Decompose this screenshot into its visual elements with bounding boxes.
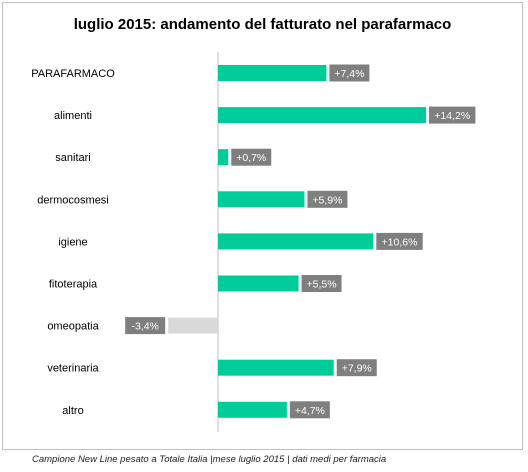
data-label-box-dermocosmesi (307, 190, 348, 208)
data-label-omeopatia: -3,4% (131, 321, 158, 333)
chart-title: luglio 2015: andamento del fatturato nel… (73, 16, 452, 33)
data-label-box-igiene (376, 232, 423, 250)
data-label-box-omeopatia (125, 317, 166, 335)
data-label-dermocosmesi: +5,9% (312, 194, 342, 206)
category-label-altro: altro (62, 405, 83, 417)
bar-parafarmaco (218, 65, 327, 81)
category-label-alimenti: alimenti (54, 110, 92, 122)
category-label-dermocosmesi: dermocosmesi (37, 194, 109, 206)
bar-veterinaria (218, 359, 334, 376)
category-label-veterinaria: veterinaria (47, 363, 99, 375)
data-label-box-veterinaria (336, 359, 377, 377)
data-label-veterinaria: +7,9% (342, 363, 372, 375)
bar-alimenti (218, 107, 427, 124)
bar-altro (218, 401, 287, 418)
bar-omeopatia (168, 317, 218, 334)
category-label-omeopatia: omeopatia (47, 321, 99, 333)
category-label-sanitari: sanitari (55, 152, 90, 164)
data-label-box-sanitari (231, 148, 272, 166)
data-label-box-fitoterapia (301, 275, 342, 292)
bar-fitoterapia (218, 275, 299, 292)
data-label-igiene: +10,6% (382, 236, 418, 248)
category-label-fitoterapia: fitoterapia (49, 279, 98, 291)
category-label-parafarmaco: PARAFARMACO (31, 68, 115, 80)
bar-dermocosmesi (218, 191, 305, 208)
data-label-alimenti: +14,2% (434, 110, 470, 122)
data-label-fitoterapia: +5,5% (307, 279, 337, 291)
data-label-box-altro (289, 401, 330, 419)
data-label-sanitari: +0,7% (236, 152, 266, 164)
data-label-altro: +4,7% (295, 405, 325, 417)
bar-sanitari (218, 149, 229, 166)
category-label-igiene: igiene (58, 236, 87, 248)
data-label-box-alimenti (429, 106, 476, 124)
bar-igiene (218, 233, 374, 250)
data-label-parafarmaco: +7,4% (334, 68, 364, 80)
data-label-box-parafarmaco (329, 64, 370, 82)
footnote: Campione New Line pesato a Totale Italia… (32, 454, 387, 465)
